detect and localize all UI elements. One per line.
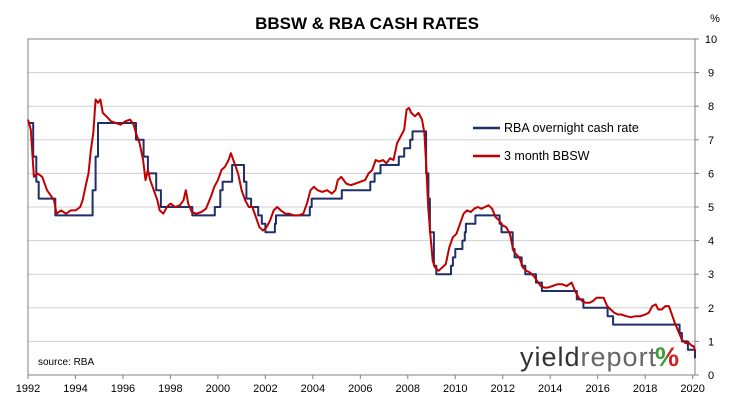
y-tick-label-2: 2 <box>708 303 714 315</box>
gridlines <box>28 72 695 342</box>
y-axis: 0 1 2 3 4 5 6 7 8 9 10 <box>695 34 717 382</box>
x-tick-label-2006: 2006 <box>348 383 372 395</box>
x-tick-label-1996: 1996 <box>111 383 135 395</box>
x-tick-label-2002: 2002 <box>253 383 277 395</box>
x-axis: 1992 1994 1996 1998 2000 2002 2004 2006 2008 2010… <box>16 375 705 395</box>
x-tick-label-2020: 2020 <box>680 383 704 395</box>
y-unit-label: % <box>710 13 720 25</box>
x-tick-label-1998: 1998 <box>158 383 182 395</box>
x-tick-label-2004: 2004 <box>301 383 325 395</box>
x-tick-label-1992: 1992 <box>16 383 40 395</box>
logo-text: yieldreport <box>520 342 657 372</box>
y-tick-label-5: 5 <box>708 202 714 214</box>
y-tick-label-4: 4 <box>708 236 714 248</box>
y-tick-label-8: 8 <box>708 101 714 113</box>
y-tick-label-3: 3 <box>708 269 714 281</box>
x-tick-label-2014: 2014 <box>538 383 562 395</box>
chart-title: BBSW & RBA CASH RATES <box>255 14 479 33</box>
x-tick-label-2010: 2010 <box>443 383 467 395</box>
y-tick-label-6: 6 <box>708 168 714 180</box>
y-tick-label-9: 9 <box>708 68 714 80</box>
y-tick-label-7: 7 <box>708 135 714 147</box>
logo-word-yield: yield <box>520 342 581 372</box>
logo-percent-icon: % <box>655 342 679 372</box>
y-tick-label-0: 0 <box>708 370 714 382</box>
yieldreport-logo: yieldreport % <box>520 342 679 372</box>
series-lines <box>27 98 696 359</box>
x-tick-label-2012: 2012 <box>490 383 514 395</box>
y-tick-label-1: 1 <box>708 336 714 348</box>
x-tick-label-2016: 2016 <box>585 383 609 395</box>
legend-label-rba: RBA overnight cash rate <box>504 121 639 135</box>
series-line-bbsw-3m <box>27 98 696 352</box>
x-tick-label-1994: 1994 <box>63 383 87 395</box>
x-tick-label-2000: 2000 <box>206 383 230 395</box>
legend: RBA overnight cash rate 3 month BBSW <box>473 121 639 163</box>
y-tick-label-10: 10 <box>705 34 717 46</box>
x-tick-label-2018: 2018 <box>633 383 657 395</box>
x-tick-label-2008: 2008 <box>396 383 420 395</box>
legend-label-bbsw: 3 month BBSW <box>504 149 590 163</box>
logo-word-report: report <box>581 342 658 372</box>
source-note: source: RBA <box>38 357 94 368</box>
